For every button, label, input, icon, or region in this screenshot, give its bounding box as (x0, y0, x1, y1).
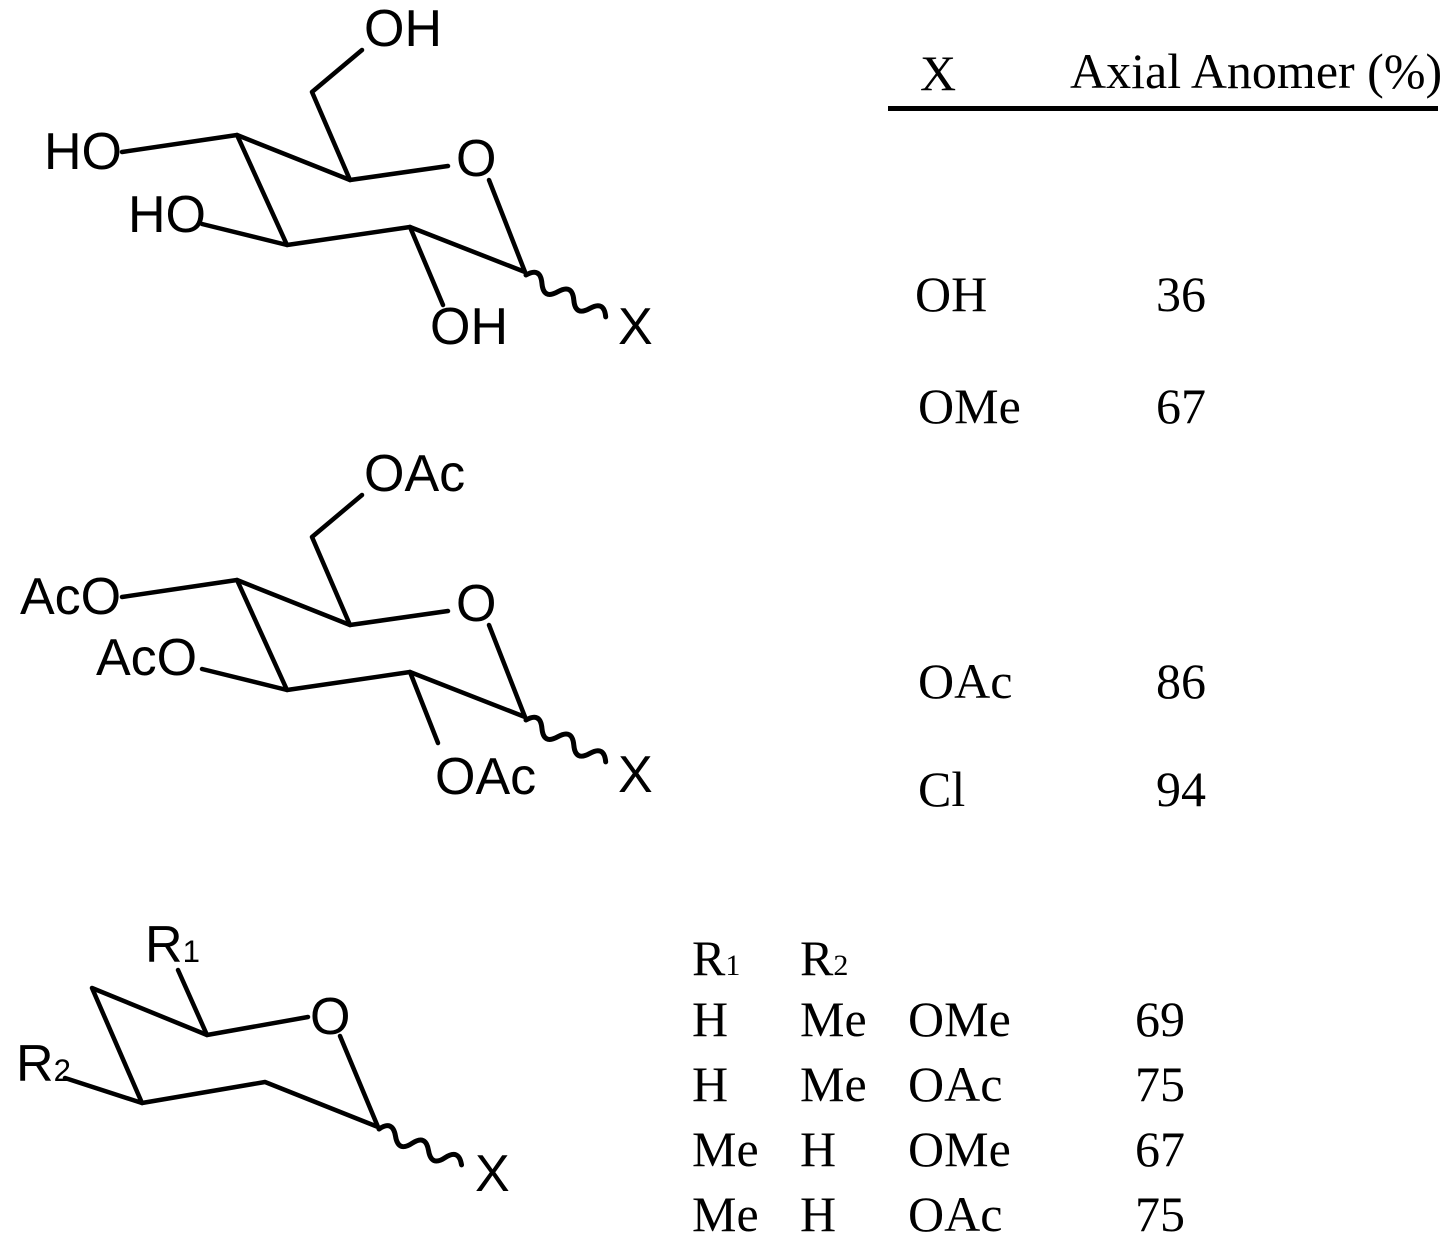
s1-c6-label: OH (364, 0, 442, 58)
r-row-value: 75 (1135, 1186, 1185, 1242)
bond-r2-c-apex-c-o (62, 985, 311, 1106)
x-row-value: 67 (1156, 378, 1206, 434)
s2-c4-label: AcO (20, 568, 122, 626)
bond-oh-c2 (407, 224, 446, 308)
table-header-rule (888, 106, 1438, 111)
s1-x-label: X (618, 298, 653, 356)
r-row-value: 69 (1135, 991, 1185, 1047)
bond-ho-c3 (199, 221, 290, 248)
s3-r2-sup: 2 (53, 1053, 71, 1088)
r-row-r1: Me (692, 1186, 759, 1242)
table-header-x: X (920, 45, 957, 101)
r-row-x: OMe (908, 991, 1011, 1047)
x-row-value: 86 (1156, 653, 1206, 709)
s1-c3-label: HO (128, 186, 206, 244)
x-row-label: Cl (918, 761, 966, 817)
r1-header-sup: 1 (725, 949, 741, 982)
x-row-label: OH (915, 266, 988, 322)
s3-r1-base: R (145, 916, 183, 974)
r-row-r2: H (800, 1121, 837, 1177)
s2-x-label: X (618, 746, 653, 804)
s2-ring-oxygen-label: O (456, 575, 497, 633)
wavy-bond-anomeric (523, 269, 609, 320)
r1-header-base: R (692, 930, 726, 986)
r-row-r2: Me (800, 1056, 867, 1112)
bond-aco-c4-c5-o (119, 577, 451, 628)
r-row-r2: H (800, 1186, 837, 1242)
r-row-x: OMe (908, 1121, 1011, 1177)
table-header-axial-anomer: Axial Anomer (%) (1070, 43, 1443, 99)
r2-header-base: R (800, 930, 834, 986)
s2-c2-label: OAc (435, 748, 537, 806)
s2-c6-label: OAc (364, 445, 466, 503)
s3-r2-base: R (16, 1035, 54, 1093)
x-row-value: 36 (1156, 266, 1206, 322)
r-row-value: 75 (1135, 1056, 1185, 1112)
s1-c4-label: HO (44, 123, 122, 181)
x-row-label: OMe (918, 378, 1021, 434)
structure-pyran-skeleton (62, 967, 465, 1168)
x-row-label: OAc (918, 653, 1013, 709)
r-row-x: OAc (908, 1056, 1003, 1112)
r-row-r1: H (692, 1056, 729, 1112)
s1-c2-label: OH (430, 298, 508, 356)
r-row-r2: Me (800, 991, 867, 1047)
r1-column-header: R1 (692, 931, 740, 986)
s2-c3-label: AcO (96, 629, 198, 687)
bond-aco-c3 (199, 666, 290, 693)
structure-glucose-oh-skeleton (119, 47, 609, 320)
bond-oac-c2 (407, 669, 441, 746)
s3-r1-sup: 1 (182, 934, 200, 969)
r2-column-header: R2 (800, 931, 848, 986)
s3-r1-label: R1 (145, 918, 200, 973)
r-row-x: OAc (908, 1186, 1003, 1242)
wavy-bond-anomeric (376, 1123, 465, 1168)
bond-r1 (175, 967, 210, 1038)
s3-ring-oxygen-label: O (310, 988, 351, 1046)
bond-ho-c4-c5-o (119, 132, 451, 183)
bond-ch2oh (309, 47, 365, 183)
bond-o-c1-c-c (139, 1033, 381, 1130)
structure-glucose-oac-skeleton (119, 492, 609, 765)
r-row-value: 67 (1135, 1121, 1185, 1177)
x-row-value: 94 (1156, 761, 1206, 817)
r-row-r1: H (692, 991, 729, 1047)
bond-ch2oac (309, 492, 365, 628)
s3-r2-label: R2 (16, 1037, 71, 1092)
r-row-r1: Me (692, 1121, 759, 1177)
s3-x-label: X (475, 1145, 510, 1203)
s1-ring-oxygen-label: O (456, 130, 497, 188)
r2-header-sup: 2 (833, 949, 849, 982)
wavy-bond-anomeric (523, 714, 609, 765)
